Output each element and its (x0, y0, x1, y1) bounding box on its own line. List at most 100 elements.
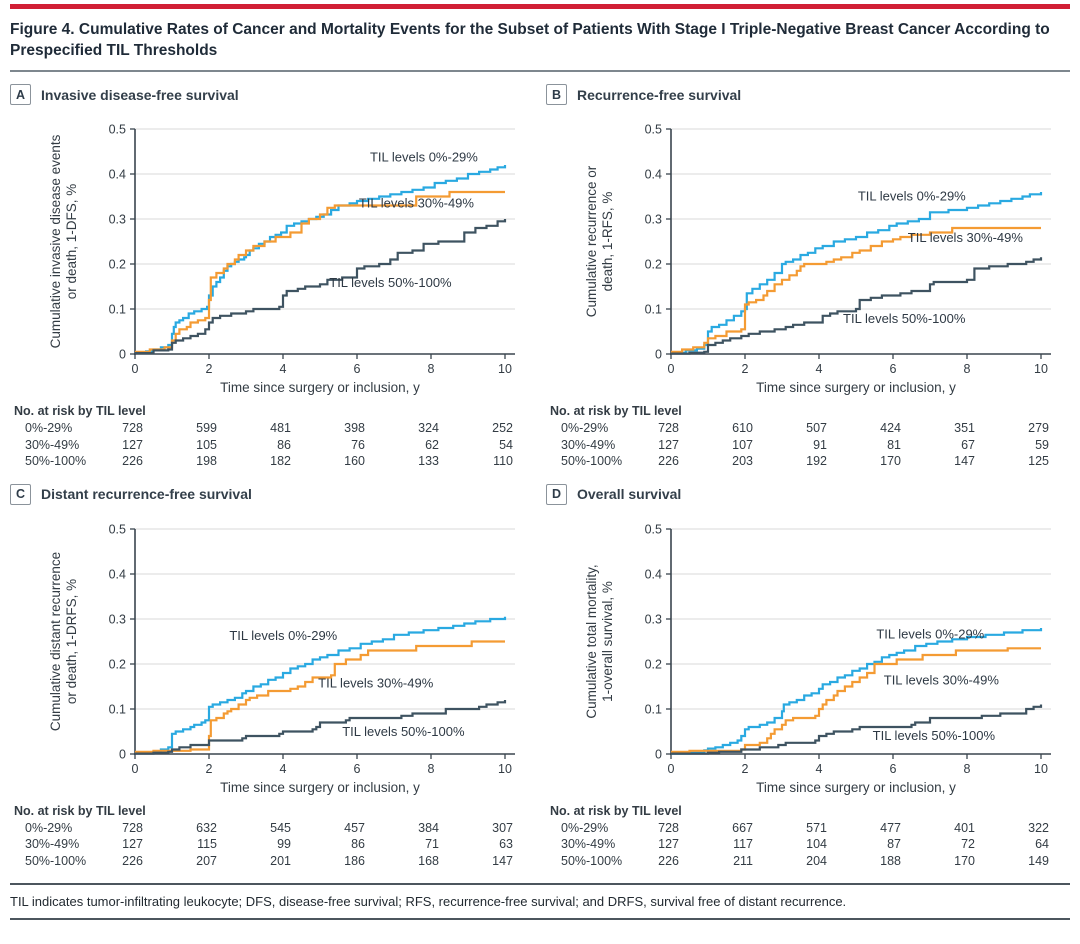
km-curve (671, 627, 1043, 755)
svg-text:0: 0 (132, 762, 139, 776)
at-risk-count: 133 (418, 454, 439, 468)
svg-text:0: 0 (655, 747, 662, 761)
curve-label: TIL levels 30%-49% (884, 672, 1000, 687)
at-risk-count: 201 (270, 853, 291, 868)
at-risk-count: 168 (418, 853, 439, 868)
at-risk-count: 87 (887, 837, 901, 851)
svg-text:0.3: 0.3 (109, 612, 126, 626)
at-risk-header: No. at risk by TIL level (14, 404, 146, 418)
panel-letter-badge: A (10, 84, 31, 105)
svg-text:0.3: 0.3 (645, 213, 662, 227)
at-risk-count: 127 (658, 437, 679, 452)
curve-label: TIL levels 0%-29% (370, 149, 478, 164)
at-risk-header: No. at risk by TIL level (550, 803, 682, 818)
panel-title: Invasive disease-free survival (41, 86, 239, 103)
at-risk-count: 192 (806, 454, 827, 468)
at-risk-count: 728 (122, 820, 143, 835)
at-risk-count: 147 (492, 853, 513, 868)
svg-text:0: 0 (119, 747, 126, 761)
at-risk-count: 160 (344, 454, 365, 468)
at-risk-count: 457 (344, 820, 365, 835)
at-risk-count: 307 (492, 820, 513, 835)
at-risk-count: 117 (733, 837, 753, 851)
at-risk-count: 67 (961, 437, 975, 452)
at-risk-count: 59 (1035, 437, 1049, 452)
km-cumulative-incidence-chart: 0 0.1 0.2 0.3 0.4 0.5 0 2 4 6 8 10 Time since surger… (48, 123, 515, 395)
at-risk-count: 86 (351, 837, 365, 851)
svg-text:0.4: 0.4 (109, 567, 126, 581)
at-risk-count: 226 (122, 853, 143, 868)
curve-label: TIL levels 50%-100% (329, 275, 452, 290)
svg-text:0: 0 (132, 362, 139, 376)
panel-title: Distant recurrence-free survival (41, 486, 252, 502)
at-risk-row-label: 50%-100% (561, 454, 623, 468)
svg-text:Time since surgery or inclusio: Time since surgery or inclusion, y (220, 380, 420, 395)
svg-text:Time since surgery or inclusio: Time since surgery or inclusion, y (220, 780, 420, 795)
at-risk-count: 203 (732, 454, 753, 468)
svg-text:0.2: 0.2 (109, 258, 126, 272)
panel-letter-badge: D (546, 483, 567, 505)
svg-text:Cumulative total mortality,1-o: Cumulative total mortality,1-overall sur… (584, 564, 615, 718)
svg-text:0.4: 0.4 (645, 168, 662, 182)
panel-title: Recurrence-free survival (577, 86, 742, 103)
at-risk-header: No. at risk by TIL level (14, 803, 146, 818)
at-risk-count: 71 (425, 837, 439, 851)
at-risk-row-label: 0%-29% (561, 421, 609, 435)
at-risk-count: 62 (425, 437, 439, 452)
at-risk-count: 324 (418, 421, 439, 435)
svg-text:10: 10 (498, 362, 512, 376)
at-risk-count: 279 (1028, 421, 1049, 435)
at-risk-count: 477 (880, 820, 901, 835)
km-curve (135, 616, 507, 754)
at-risk-row-label: 50%-100% (561, 853, 623, 868)
svg-text:Cumulative invasive disease ev: Cumulative invasive disease eventsor dea… (48, 134, 79, 348)
curve-label: TIL levels 50%-100% (843, 311, 966, 326)
number-at-risk-table: No. at risk by TIL level 0%-29% 728 632 545… (8, 803, 536, 870)
at-risk-count: 667 (732, 820, 753, 835)
curve-label: TIL levels 30%-49% (318, 675, 434, 690)
svg-text:4: 4 (280, 762, 287, 776)
svg-text:10: 10 (498, 762, 512, 776)
km-curve (135, 219, 507, 355)
number-at-risk-table: No. at risk by TIL level 0%-29% 728 610 507… (544, 403, 1072, 470)
km-cumulative-incidence-chart: 0 0.1 0.2 0.3 0.4 0.5 0 2 4 6 8 10 Time since surger… (48, 522, 515, 795)
curve-label: TIL levels 0%-29% (229, 628, 337, 643)
svg-text:0.1: 0.1 (645, 702, 662, 716)
svg-text:8: 8 (964, 362, 971, 376)
km-cumulative-incidence-chart: 0 0.1 0.2 0.3 0.4 0.5 0 2 4 6 8 10 Time since surger… (584, 123, 1051, 395)
svg-text:0.4: 0.4 (109, 168, 126, 182)
at-risk-count: 398 (344, 421, 365, 435)
km-curve (671, 257, 1043, 355)
at-risk-count: 127 (122, 437, 143, 452)
at-risk-count: 401 (954, 820, 975, 835)
panel-header: A Invasive disease-free survival (10, 84, 536, 105)
at-risk-count: 76 (351, 437, 365, 452)
svg-text:4: 4 (816, 362, 823, 376)
at-risk-count: 125 (1028, 454, 1049, 468)
svg-text:8: 8 (964, 762, 971, 776)
panel-letter-badge: C (10, 483, 31, 505)
at-risk-count: 170 (954, 853, 975, 868)
at-risk-row: 50%-100% 226 198 182 160 133 110 (8, 453, 536, 470)
at-risk-count: 384 (418, 820, 439, 835)
svg-text:0.4: 0.4 (645, 567, 662, 581)
figure-page: Figure 4. Cumulative Rates of Cancer and… (0, 4, 1080, 924)
svg-text:2: 2 (206, 362, 213, 376)
svg-text:0.5: 0.5 (109, 522, 126, 536)
curve-label: TIL levels 50%-100% (342, 723, 465, 738)
at-risk-count: 104 (806, 837, 827, 851)
at-risk-row-label: 30%-49% (25, 837, 80, 851)
at-risk-count: 204 (806, 853, 827, 868)
at-risk-row-label: 0%-29% (25, 820, 73, 835)
svg-text:Cumulative recurrence ordeath,: Cumulative recurrence ordeath, 1-RFS, % (584, 165, 615, 317)
svg-text:0.2: 0.2 (645, 657, 662, 671)
km-curve (135, 190, 505, 353)
at-risk-count: 728 (658, 421, 679, 435)
curve-label: TIL levels 0%-29% (876, 626, 984, 641)
figure-title: Figure 4. Cumulative Rates of Cancer and… (10, 21, 1050, 59)
at-risk-count: 99 (277, 837, 291, 851)
svg-text:6: 6 (890, 362, 897, 376)
at-risk-row-label: 0%-29% (561, 820, 609, 835)
km-curve (671, 192, 1043, 354)
svg-text:0.3: 0.3 (645, 612, 662, 626)
